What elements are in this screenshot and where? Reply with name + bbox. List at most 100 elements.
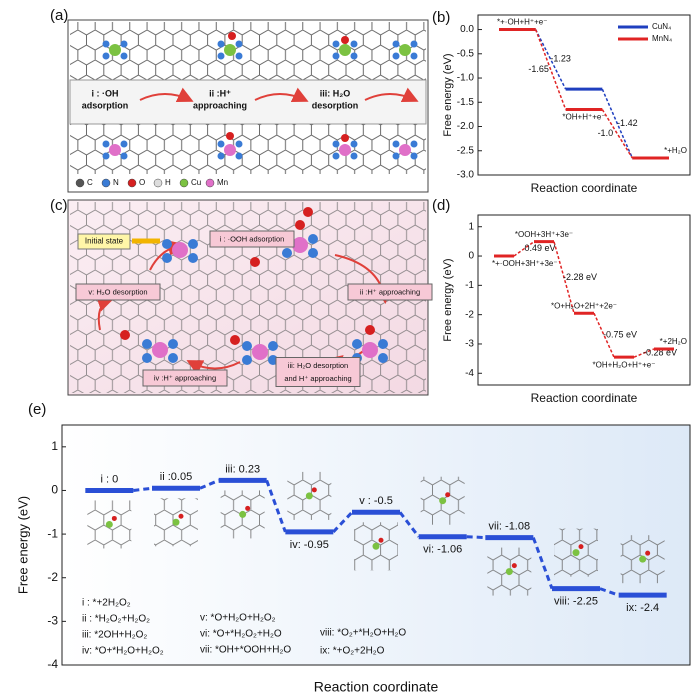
connector: [133, 486, 153, 492]
n-atom: [378, 339, 388, 349]
y-axis-label: Free energy (eV): [15, 496, 30, 594]
n-atom: [102, 140, 110, 148]
label-box: [75, 283, 161, 301]
arrow: [139, 87, 194, 103]
step-label: -1.65: [528, 64, 549, 74]
connector: [466, 535, 486, 540]
o-atom: [445, 492, 451, 498]
n-atom: [120, 152, 128, 160]
legend-label: MnN₄: [652, 34, 672, 43]
initial-state: Initial state: [85, 237, 124, 246]
n-atom: [142, 353, 152, 363]
y-axis-label: Free energy (eV): [442, 258, 454, 341]
metal-atom: [172, 242, 188, 258]
step-label: ii :H⁺ approaching: [360, 287, 420, 296]
n-atom: [392, 140, 400, 148]
y-tick-label: 1: [51, 439, 58, 453]
connector: [593, 312, 615, 358]
legend-swatch: [179, 178, 189, 188]
legend-label: C: [87, 178, 93, 187]
y-tick-label: 0: [51, 483, 58, 497]
n-atom: [235, 40, 243, 48]
metal-atom: [399, 44, 411, 56]
label-box: [77, 233, 131, 250]
n-atom: [120, 140, 128, 148]
metal-atom: [239, 510, 247, 518]
n-atom: [235, 152, 243, 160]
legend-swatch: [75, 178, 85, 188]
step-label: approaching: [193, 100, 247, 110]
step-label: adsorption: [82, 100, 129, 110]
n-atom: [410, 52, 418, 60]
n-atom: [168, 339, 178, 349]
legend-swatch: [127, 178, 137, 188]
value-label: viii: -2.25: [554, 596, 598, 608]
o-atom: [578, 544, 584, 550]
legend-label: CuN₄: [652, 22, 671, 31]
y-tick-label: 1: [468, 221, 474, 232]
metal-atom: [109, 144, 121, 156]
step-label: -1.23: [550, 54, 571, 64]
o-atom: [378, 537, 384, 543]
o-atom: [295, 220, 305, 230]
label-box: [209, 230, 295, 248]
n-atom: [162, 253, 172, 263]
n-atom: [188, 239, 198, 249]
note: i : *+2H₂O₂: [82, 598, 131, 609]
value-label: iii: 0.23: [225, 463, 260, 475]
metal-atom: [639, 555, 647, 563]
note: vii: *OH+*OOH+H₂O: [200, 645, 291, 656]
step-label: iii: H₂O: [320, 88, 351, 98]
value-label: vi: -1.06: [423, 544, 462, 556]
value-label: ii :0.05: [160, 471, 192, 483]
n-atom: [350, 140, 358, 148]
value-label: ix: -2.4: [626, 602, 659, 614]
n-atom: [392, 152, 400, 160]
step-label: ii :H⁺: [209, 88, 231, 98]
metal-atom: [172, 518, 180, 526]
step-label: iv :H⁺ approaching: [154, 373, 216, 382]
x-axis-label: Reaction coordinate: [314, 679, 439, 695]
level-label: *OH+H₂O+H⁺+e⁻: [593, 360, 656, 369]
y-tick-label: -3: [47, 614, 58, 628]
metal-atom: [399, 144, 411, 156]
n-atom: [332, 152, 340, 160]
n-atom: [308, 248, 318, 258]
o-atom: [226, 132, 234, 140]
level-label: *O+H₂O+2H⁺+2e⁻: [551, 301, 617, 310]
o-atom: [645, 550, 651, 556]
legend-label: H: [165, 178, 171, 187]
step-label: i : ·OOH adsorption: [220, 234, 285, 243]
metal-atom: [224, 44, 236, 56]
step-label: -0.75 eV: [603, 330, 637, 340]
o-atom: [178, 513, 184, 519]
metal-atom: [572, 549, 580, 557]
legend-swatch: [153, 178, 163, 188]
level-label: *+·OOH+3H⁺+3e⁻: [492, 259, 558, 268]
arrow: [186, 360, 241, 375]
level-label: *+·OH+H⁺+e⁻: [497, 18, 547, 27]
panel-label: (a): [50, 7, 68, 24]
step-label: v: H₂O desorption: [88, 287, 147, 296]
y-tick-label: -1: [465, 280, 474, 291]
n-atom: [142, 339, 152, 349]
legend-label: Cu: [191, 178, 201, 187]
o-atom: [341, 36, 349, 44]
n-atom: [352, 339, 362, 349]
y-tick-label: -1: [47, 526, 58, 540]
y-tick-label: -2.5: [457, 145, 475, 156]
connector: [513, 241, 535, 257]
metal-atom: [339, 144, 351, 156]
connector: [553, 241, 575, 314]
metal-atom: [372, 542, 380, 550]
connector: [531, 537, 554, 590]
arrow: [254, 87, 309, 103]
n-atom: [102, 52, 110, 60]
connector: [599, 587, 620, 597]
step-label: i : ·OH: [92, 88, 119, 98]
n-atom: [120, 40, 128, 48]
connector: [633, 348, 655, 358]
n-atom: [235, 140, 243, 148]
y-tick-label: -3.0: [457, 170, 475, 181]
note: iv: *O+*H₂O+H₂O₂: [82, 646, 164, 657]
